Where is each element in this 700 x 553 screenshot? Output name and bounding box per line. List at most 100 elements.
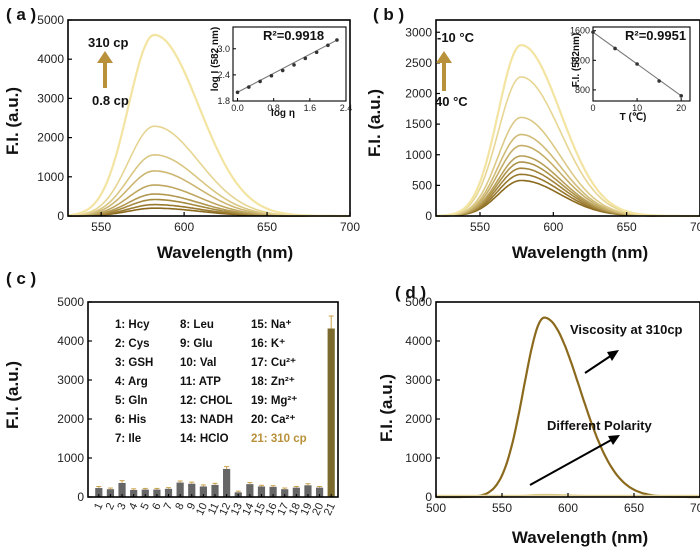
- inset-point: [679, 94, 683, 98]
- y-tick-label: 0: [425, 490, 432, 504]
- x-tick-label: 600: [543, 220, 563, 234]
- inset-point: [335, 38, 339, 42]
- x-tick-label: 10: [194, 501, 210, 517]
- panel-b-inset: 0 10 20 800 1200 1600: [570, 26, 691, 113]
- inset-point: [613, 46, 617, 51]
- panel-a: ( a ) 550 600 650 700010002000300040005000 …: [3, 5, 360, 262]
- panel-a-inset: 0.0 0.8 1.6 2.4 1.8 2.4 3.0: [217, 26, 353, 113]
- legend-item-11: 11: ATP: [180, 376, 221, 388]
- panel-a-axes: 550 600 650 700 0 1000 2000 3000 4000 5000: [37, 13, 360, 234]
- y-tick-label: 500: [412, 178, 432, 192]
- x-tick-label: 600: [174, 220, 194, 234]
- y-tick-label: 0: [57, 209, 64, 223]
- panel-b-axes: 550 600 650 700 0 500 1000 1500 2000 2500 3000: [405, 19, 700, 234]
- bar-9: [188, 483, 196, 497]
- inset-x-tick-label: 20: [676, 103, 686, 113]
- y-tick-label: 4000: [37, 52, 64, 66]
- panel-d-arrow-viscosity: [584, 350, 619, 374]
- legend-item-6: 6: His: [115, 414, 146, 426]
- inset-point: [247, 85, 251, 89]
- x-tick-label: 6: [150, 501, 163, 512]
- bar-15: [257, 486, 266, 497]
- inset-y-tick-label: 1.8: [217, 96, 230, 106]
- y-tick-label: 1000: [37, 170, 64, 184]
- panel-c-label: ( c ): [6, 269, 36, 288]
- inset-x-tick-label: 1.6: [304, 103, 317, 113]
- legend-item-2: 2: Cys: [115, 338, 150, 350]
- inset-point: [235, 90, 240, 95]
- panel-d-axes: 500 550 600 650 700 0 1000 2000 3000 4000 5000: [405, 295, 700, 515]
- x-tick-label: 700: [690, 501, 700, 515]
- x-tick-label: 2: [104, 501, 117, 512]
- panel-d-annotation-viscosity: Viscosity at 310cp: [570, 322, 683, 337]
- inset-x-tick-label: 0.8: [267, 103, 280, 113]
- panel-d-annotation-polarity: Different Polarity: [547, 418, 653, 433]
- panel-a-ylabel: F.I. (a.u.): [3, 87, 22, 155]
- y-tick-label: 5000: [37, 13, 64, 27]
- x-tick-label: 550: [492, 501, 512, 515]
- panel-b-inset-r2: R²=0.9951: [625, 28, 686, 43]
- legend-item-14: 14: HClO: [180, 433, 229, 445]
- inset-y-tick-label: 3.0: [217, 44, 230, 54]
- x-tick-label: 550: [470, 220, 490, 234]
- x-tick-label: 5: [139, 501, 152, 512]
- bar-3: [118, 482, 126, 497]
- x-tick-label: 4: [127, 501, 140, 512]
- plot-frame: [87, 301, 339, 498]
- y-tick-label: 1000: [57, 451, 84, 465]
- x-tick-label: 8: [173, 501, 186, 512]
- legend-item-15: 15: Na⁺: [251, 319, 292, 331]
- x-tick-label: 650: [617, 220, 637, 234]
- y-tick-label: 2000: [57, 412, 84, 426]
- legend-item-17: 17: Cu²⁺: [251, 357, 296, 369]
- x-tick-label: 16: [264, 501, 280, 517]
- inset-point: [657, 79, 661, 83]
- panel-c-ylabel: F.I. (a.u.): [3, 361, 22, 429]
- legend-item-4: 4: Arg: [115, 376, 148, 388]
- bar-2: [106, 489, 115, 497]
- bar-14: [246, 484, 254, 497]
- y-tick-label: 3000: [405, 373, 432, 387]
- panel-d-ylabel: F.I. (a.u.): [377, 374, 396, 442]
- x-tick-label: 21: [322, 501, 338, 517]
- plot-frame: [435, 19, 700, 217]
- panel-b-inset-xlabel: T (℃): [620, 112, 647, 123]
- x-tick-label: 14: [241, 501, 257, 517]
- x-tick-label: 650: [257, 220, 277, 234]
- inset-point: [591, 30, 595, 34]
- y-tick-label: 2500: [405, 56, 432, 70]
- inset-fit-line: [237, 39, 338, 93]
- legend-item-13: 13: NADH: [180, 414, 233, 426]
- x-tick-label: 11: [206, 501, 222, 516]
- y-tick-label: 5000: [405, 295, 432, 309]
- legend-item-16: 16: K⁺: [251, 338, 285, 350]
- x-tick-label: 13: [229, 501, 245, 517]
- inset-frame: [232, 26, 347, 102]
- panel-b-xlabel: Wavelength (nm): [512, 243, 648, 262]
- legend-item-21: 21: 310 cp: [251, 433, 307, 445]
- panel-b-inset-ylabel: F.I. (582nm): [571, 33, 582, 87]
- x-tick-label: 700: [340, 220, 360, 234]
- bar-17: [281, 489, 289, 497]
- bar-4: [130, 489, 138, 497]
- bar-21: [327, 328, 335, 497]
- legend-item-1: 1: Hcy: [115, 319, 150, 331]
- panel-a-inset-r2: R²=0.9918: [263, 28, 324, 43]
- legend-item-20: 20: Ca²⁺: [251, 414, 295, 426]
- bar-1: [95, 488, 103, 497]
- bar-5: [141, 489, 149, 497]
- x-tick-label: 600: [558, 501, 578, 515]
- panel-c-axes: 0100020003000400050001234567891011121314…: [57, 295, 339, 517]
- x-tick-label: 1: [92, 501, 105, 512]
- inset-point: [326, 43, 330, 48]
- bar-19: [304, 485, 312, 497]
- inset-x-tick-label: 2.4: [340, 103, 353, 113]
- x-tick-label: 17: [275, 501, 291, 517]
- bar-11: [211, 484, 219, 497]
- inset-point: [258, 79, 262, 84]
- x-tick-label: 19: [299, 501, 315, 517]
- panel-a-inset-xlabel: log η: [271, 108, 295, 119]
- bar-7: [164, 488, 173, 497]
- inset-point: [292, 63, 296, 67]
- inset-y-tick-label: 2.4: [217, 70, 230, 80]
